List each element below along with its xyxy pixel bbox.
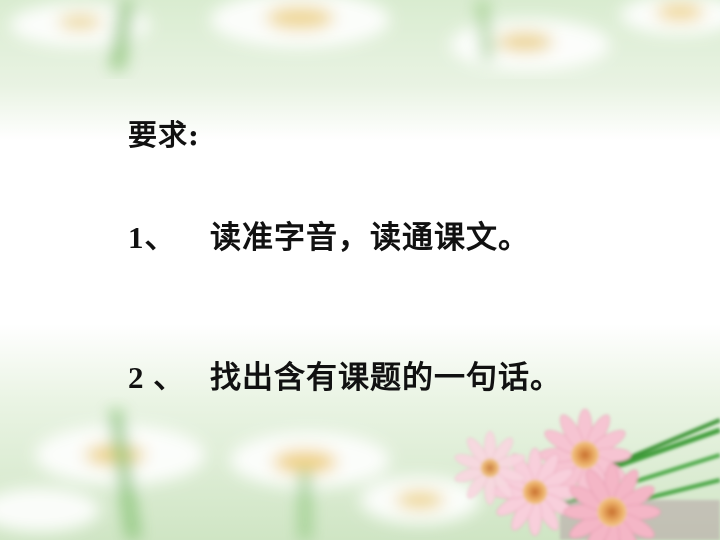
item-text: 读准字音，读通课文。 — [210, 220, 530, 256]
requirement-item-1: 1、 读准字音，读通课文。 — [128, 212, 530, 257]
item-number: 1、 — [128, 220, 177, 255]
requirements-heading: 要求: — [128, 118, 200, 152]
item-text: 找出含有课题的一句话。 — [210, 360, 562, 396]
pink-flowers — [454, 408, 720, 540]
item-number: 2 、 — [128, 360, 186, 395]
requirement-item-2: 2 、找出含有课题的一句话。 — [128, 352, 562, 397]
